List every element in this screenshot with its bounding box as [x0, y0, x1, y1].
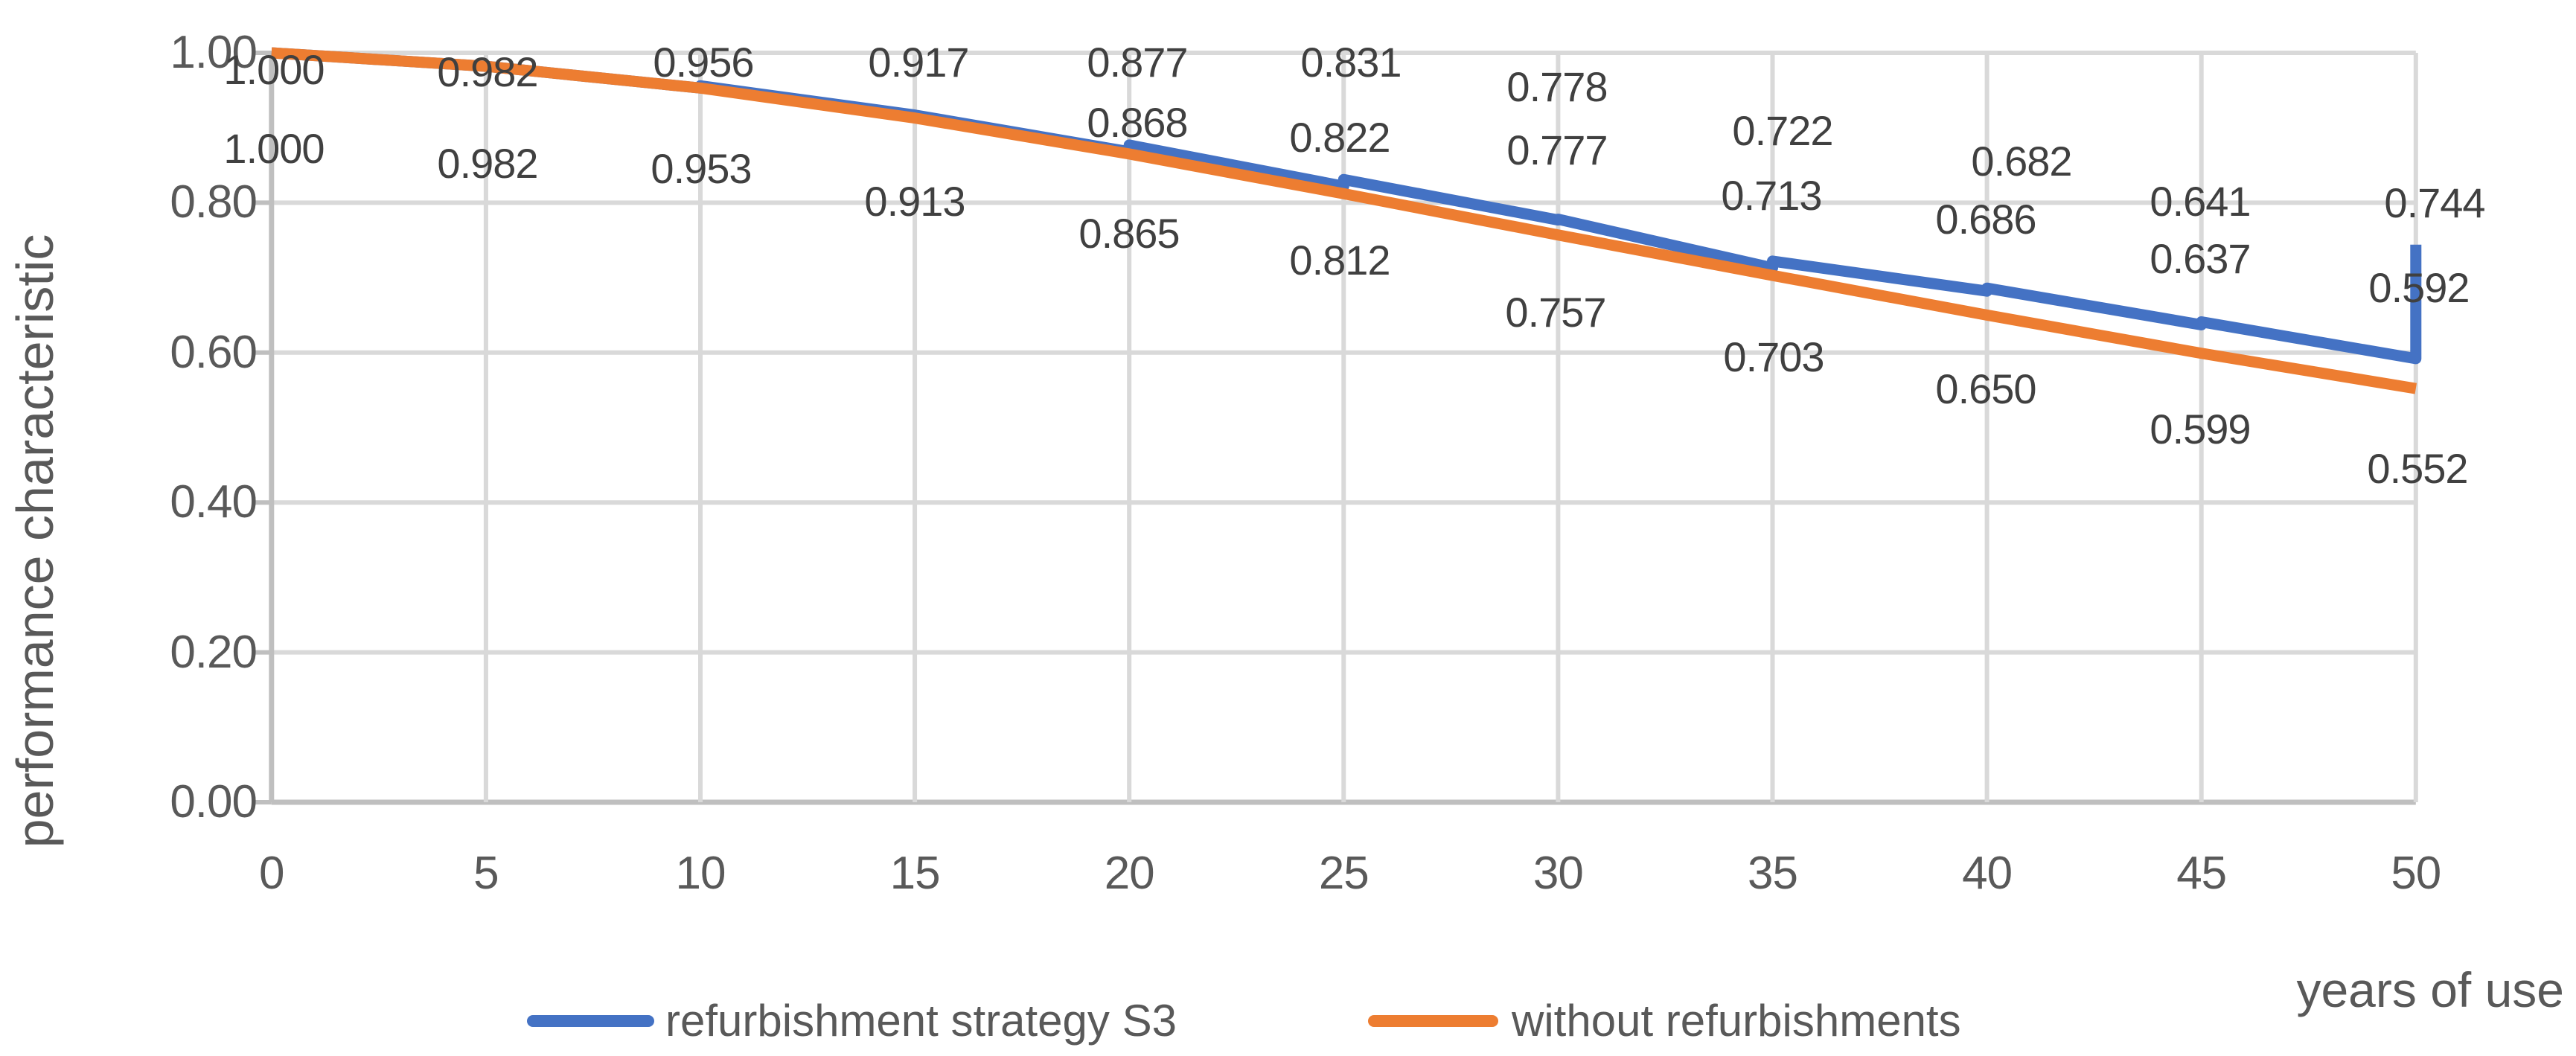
data-label-s3_lower-year-40: 0.686: [1935, 196, 2036, 243]
data-label-without-year-35: 0.703: [1723, 333, 1824, 380]
x-tick-label-40: 40: [1962, 848, 2013, 899]
data-label-s3_upper-year-35: 0.722: [1732, 107, 1833, 154]
x-tick-label-25: 25: [1318, 848, 1370, 899]
data-label-without-year-25: 0.812: [1289, 237, 1390, 284]
data-label-s3_lower-year-50: 0.592: [2368, 264, 2470, 311]
x-tick-label-50: 50: [2391, 848, 2441, 899]
data-label-without-year-45: 0.599: [2150, 406, 2251, 452]
data-label-s3_upper-year-10: 0.956: [653, 39, 754, 86]
data-label-s3_upper-year-30: 0.778: [1506, 63, 1608, 110]
data-label-s3_lower-year-25: 0.822: [1289, 114, 1390, 161]
data-label-s3_upper-year-40: 0.682: [1971, 138, 2072, 185]
y-tick-label-0.60: 0.60: [170, 326, 258, 378]
data-label-without-year-5: 0.982: [437, 140, 538, 187]
data-label-s3_lower-year-35: 0.713: [1721, 172, 1822, 219]
y-tick-label-0.80: 0.80: [170, 176, 258, 228]
legend-label: without refurbishments: [1512, 996, 1961, 1046]
data-label-s3_upper-year-45: 0.641: [2150, 178, 2251, 225]
data-label-without-year-30: 0.757: [1505, 289, 1606, 336]
data-label-s3_upper-year-25: 0.831: [1300, 39, 1402, 86]
data-label-s3_lower-year-45: 0.637: [2150, 235, 2251, 282]
data-label-without-year-20: 0.865: [1078, 210, 1180, 257]
x-tick-label-20: 20: [1104, 848, 1155, 899]
data-label-s3_upper-year-20: 0.877: [1087, 39, 1188, 86]
x-tick-label-15: 15: [889, 848, 941, 899]
data-label-without-year-50: 0.552: [2367, 445, 2468, 492]
data-label-without-year-15: 0.913: [864, 178, 965, 225]
series-line-without-refurbishments: [271, 47, 2417, 394]
x-tick-label-5: 5: [473, 848, 499, 899]
y-axis-title: performance characteristic: [6, 234, 64, 848]
y-tick-label-0.20: 0.20: [170, 626, 258, 678]
x-tick-label-0: 0: [259, 848, 284, 899]
x-tick-label-30: 30: [1533, 848, 1584, 899]
x-tick-label-45: 45: [2176, 848, 2227, 899]
data-label-s3_upper-year-50: 0.744: [2384, 179, 2485, 226]
x-tick-label-35: 35: [1748, 848, 1798, 899]
data-label-without-year-10: 0.953: [651, 145, 752, 192]
legend-label: refurbishment strategy S3: [665, 996, 1177, 1046]
data-label-without-year-40: 0.650: [1935, 365, 2036, 412]
x-tick-label-10: 10: [675, 848, 726, 899]
data-label-s3_upper-year-15: 0.917: [868, 39, 969, 86]
data-label-without-year-0: 1.000: [223, 125, 325, 172]
data-label-s3_lower-year-20: 0.868: [1087, 99, 1188, 146]
x-axis-title: years of use: [2296, 962, 2564, 1017]
y-tick-label-1.00: 1.00: [170, 27, 258, 78]
y-tick-label-0.00: 0.00: [170, 776, 258, 828]
data-label-s3_upper-year-0: 1.000: [223, 46, 325, 93]
legend-line-swatch-orange-icon: [1368, 1015, 1498, 1027]
y-tick-label-0.40: 0.40: [170, 476, 258, 528]
legend-item-without-refurbishments[interactable]: without refurbishments: [1368, 999, 1961, 1043]
data-label-s3_upper-year-5: 0.982: [437, 48, 538, 95]
legend-line-swatch-blue-icon: [527, 1015, 654, 1027]
data-label-s3_lower-year-30: 0.777: [1506, 127, 1608, 173]
legend-item-refurbishment-strategy-s3[interactable]: refurbishment strategy S3: [527, 999, 1177, 1043]
